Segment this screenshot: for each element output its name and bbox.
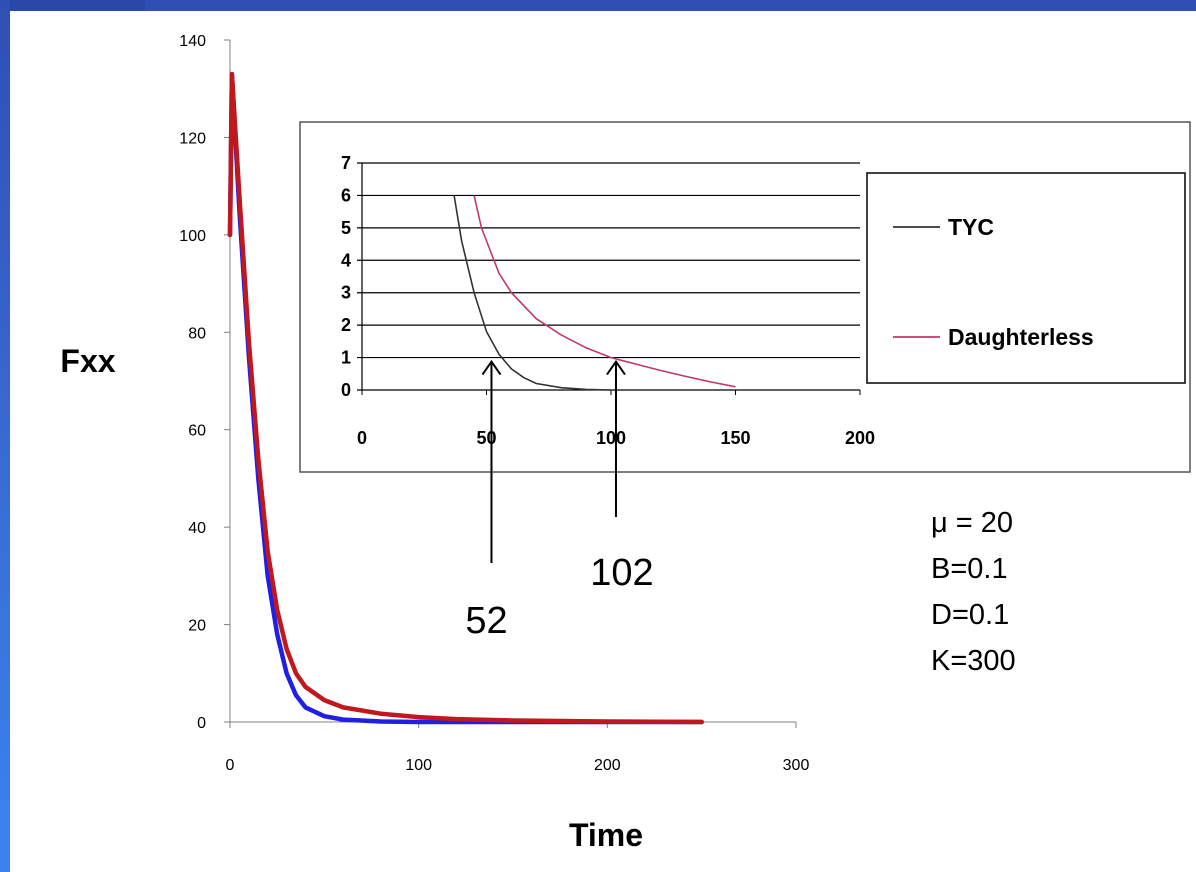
main-y-tick-label: 60	[188, 423, 206, 440]
main-x-tick-label: 100	[405, 757, 432, 774]
main-x-tick-label: 0	[226, 757, 235, 774]
main-y-tick-label: 0	[197, 715, 206, 732]
main-x-tick-label: 300	[783, 757, 810, 774]
param-line: μ = 20	[931, 507, 1013, 539]
inset-series-line-1	[453, 195, 612, 391]
parameter-list: μ = 20 B=0.1 D=0.1 K=300	[931, 507, 1016, 677]
inset-legend: TYC Daughterless	[866, 172, 1186, 384]
callouts: 52 102	[465, 359, 654, 642]
slide-side-band-lower	[0, 800, 10, 872]
inset-y-tick-label: 6	[341, 185, 351, 205]
main-y-tick-label: 40	[188, 520, 206, 537]
inset-legend-box	[866, 172, 1186, 384]
legend-label: TYC	[948, 214, 994, 240]
inset-y-tick-label: 0	[341, 380, 351, 400]
main-y-axis-title: Fxx	[60, 343, 115, 379]
callout-102: 102	[590, 552, 653, 594]
param-line: D=0.1	[931, 599, 1009, 631]
inset-y-tick-label: 1	[341, 348, 351, 368]
main-x-tick-label: 200	[594, 757, 621, 774]
inset-x-tick-label: 100	[596, 428, 626, 448]
inset-y-tick-label: 2	[341, 315, 351, 335]
inset-y-tick-label: 7	[341, 153, 351, 173]
main-y-tick-label: 140	[179, 33, 206, 50]
inset-series-line-2	[473, 195, 736, 388]
inset-chart: 0 1 2 3 4 5 6 7 0 50 100 150 200 TYC Daughterless	[299, 121, 1191, 473]
slide-corner-bar	[0, 0, 145, 11]
callout-52: 52	[465, 600, 507, 642]
inset-x-tick-label: 50	[476, 428, 496, 448]
main-series-line-2	[227, 71, 704, 725]
legend-label: Daughterless	[948, 324, 1094, 350]
slide-side-band	[0, 0, 10, 872]
main-x-axis-title: Time	[569, 817, 643, 853]
inset-x-tick-label: 0	[357, 428, 367, 448]
slide-top-band	[145, 0, 1196, 11]
arrow-52-head	[481, 359, 502, 376]
inset-y-tick-label: 3	[341, 283, 351, 303]
main-y-tick-label: 80	[188, 325, 206, 342]
main-y-tick-label: 100	[179, 228, 206, 245]
main-y-tick-label: 120	[179, 130, 206, 147]
inset-x-tick-label: 150	[720, 428, 750, 448]
param-line: K=300	[931, 645, 1016, 677]
param-line: B=0.1	[931, 553, 1008, 585]
main-series-group	[227, 71, 704, 725]
inset-x-tick-label: 200	[845, 428, 875, 448]
inset-y-tick-label: 5	[341, 218, 351, 238]
main-y-tick-label: 20	[188, 618, 206, 635]
inset-y-tick-label: 4	[341, 250, 351, 270]
arrow-102-head	[606, 359, 626, 376]
